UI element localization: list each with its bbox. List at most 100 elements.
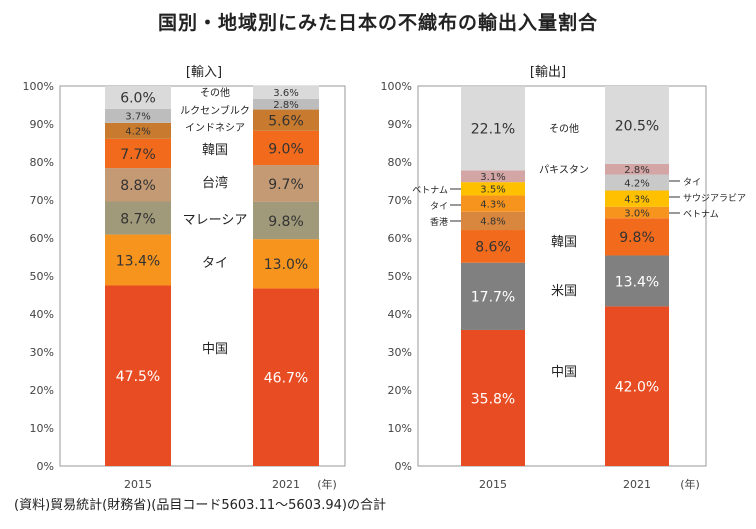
data-label: 22.1% [471, 122, 515, 138]
series-label: 中国 [551, 365, 577, 380]
data-label: 4.2% [125, 127, 150, 138]
x-unit-label: (年) [680, 477, 700, 491]
bar-segment [605, 255, 669, 307]
y-tick-label: 50% [30, 270, 54, 283]
data-label: 3.0% [624, 208, 649, 219]
bar-segment [605, 206, 669, 219]
bar-segment [461, 329, 525, 466]
data-label: 13.0% [264, 257, 308, 273]
series-label: ベトナム [683, 209, 719, 220]
data-label: 2.8% [273, 100, 298, 111]
series-label: サウジアラビア [683, 193, 746, 204]
y-tick-label: 90% [30, 118, 54, 131]
plot-frame [417, 85, 707, 467]
y-tick-label: 100% [23, 80, 54, 93]
data-label: 9.0% [268, 141, 304, 157]
data-label: 4.2% [624, 178, 649, 189]
data-label: 3.6% [273, 88, 298, 99]
bar-segment [605, 86, 669, 164]
data-label: 6.0% [120, 91, 156, 107]
data-label: 13.4% [615, 274, 659, 290]
bar-segment [253, 201, 319, 240]
y-tick-label: 10% [388, 422, 412, 435]
bar-segment [253, 239, 319, 289]
bar-segment [605, 306, 669, 466]
series-label: ルクセンブルク [180, 104, 250, 117]
y-tick-label: 80% [388, 156, 412, 169]
y-tick-label: 70% [30, 194, 54, 207]
y-tick-label: 30% [30, 346, 54, 359]
bar-segment [605, 190, 669, 207]
bar-segment [461, 262, 525, 330]
data-label: 7.7% [120, 147, 156, 163]
y-tick-label: 40% [388, 308, 412, 321]
y-tick-label: 0% [395, 460, 412, 473]
chart-title: 国別・地域別にみた日本の不織布の輸出入量割合 [157, 12, 598, 34]
y-tick-label: 60% [30, 232, 54, 245]
series-label: その他 [549, 122, 579, 135]
series-label: タイ [202, 256, 228, 271]
series-label: その他 [200, 86, 230, 99]
data-label: 9.8% [268, 214, 304, 230]
bar-segment [253, 109, 319, 131]
bar-segment [105, 234, 171, 286]
series-label: 香港 [430, 216, 448, 228]
bar-segment [605, 174, 669, 191]
data-label: 13.4% [116, 253, 160, 269]
y-tick-label: 20% [388, 384, 412, 397]
data-label: 17.7% [471, 290, 515, 306]
bar-segment [105, 201, 171, 235]
series-label: マレーシア [183, 213, 248, 228]
x-tick-label: 2021 [623, 478, 651, 491]
bar-segment [105, 285, 171, 466]
panel-title: [輸入] [186, 65, 222, 80]
y-tick-label: 100% [381, 80, 412, 93]
data-label: 4.3% [480, 199, 505, 210]
x-tick-label: 2015 [479, 478, 507, 491]
data-label: 35.8% [471, 391, 515, 407]
data-label: 4.3% [624, 194, 649, 205]
data-label: 8.6% [475, 240, 511, 256]
bar-segment [253, 98, 319, 110]
series-label: 中国 [202, 342, 228, 357]
bar-segment [105, 86, 171, 109]
data-label: 47.5% [116, 369, 160, 385]
bar-segment [605, 163, 669, 175]
bar-segment [461, 195, 525, 212]
data-label: 46.7% [264, 371, 308, 387]
series-label: 韓国 [551, 235, 577, 250]
data-label: 3.1% [480, 172, 505, 183]
y-tick-label: 10% [30, 422, 54, 435]
bar-segment [105, 138, 171, 169]
series-label: パキスタン [539, 164, 589, 176]
bar-segment [253, 85, 319, 99]
data-label: 9.7% [268, 177, 304, 193]
y-tick-label: 30% [388, 346, 412, 359]
data-label: 3.5% [480, 185, 505, 196]
data-label: 9.8% [619, 230, 655, 246]
plot-frame [59, 85, 346, 467]
source-note: (資料)貿易統計(財務省)(品目コード5603.11～5603.94)の合計 [14, 498, 386, 513]
data-label: 8.8% [120, 178, 156, 194]
bar-segment [105, 122, 171, 139]
series-label: タイ [430, 201, 448, 212]
y-tick-label: 60% [388, 232, 412, 245]
data-label: 42.0% [615, 380, 659, 396]
series-label: 米国 [551, 284, 577, 299]
bar-segment [105, 168, 171, 202]
bar-segment [253, 165, 319, 202]
series-label: タイ [683, 177, 701, 188]
x-tick-label: 2015 [124, 478, 152, 491]
bar-segment [461, 230, 525, 263]
x-unit-label: (年) [317, 477, 337, 491]
data-label: 3.7% [125, 112, 150, 123]
bar-segment [461, 86, 525, 171]
series-label: 台湾 [202, 175, 228, 191]
bar-segment [461, 211, 525, 231]
data-label: 4.8% [480, 217, 505, 228]
bar-segment [253, 130, 319, 166]
series-label: ベトナム [412, 185, 448, 196]
bar-segment [605, 218, 669, 256]
panel-title: [輸出] [530, 65, 566, 80]
